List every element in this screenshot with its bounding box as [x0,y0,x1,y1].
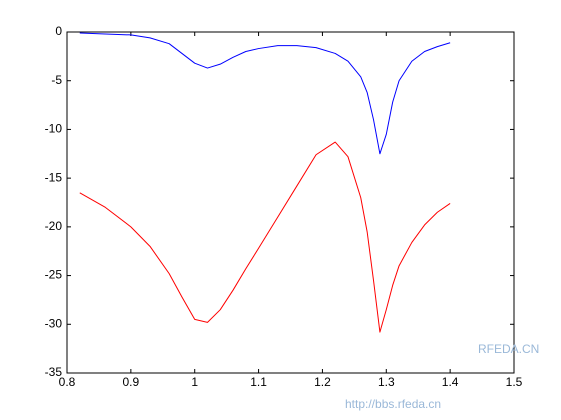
x-tick-label: 1.5 [506,375,523,389]
x-tick-label: 1.2 [314,375,331,389]
x-tick-label: 0.8 [59,375,76,389]
plot-frame [66,31,515,374]
x-tick-label: 0.9 [123,375,140,389]
y-tick-label: -35 [45,365,63,379]
watermark: http://bbs.rfeda.cn [345,397,441,411]
y-tick-label: -20 [45,219,63,233]
y-tick-label: -15 [45,170,63,184]
y-tick-label: -10 [45,122,63,136]
y-tick-label: -30 [45,316,63,330]
x-tick-label: 1.1 [250,375,267,389]
x-tick-label: 1.3 [378,375,395,389]
y-tick-label: -25 [45,268,63,282]
x-tick-label: 1.4 [442,375,459,389]
y-tick-label: -5 [51,73,62,87]
y-tick-label: 0 [55,24,62,38]
watermark: RFEDA.CN [478,342,539,356]
x-tick-label: 1 [191,375,198,389]
line-series [79,32,451,155]
line-series [79,141,451,333]
